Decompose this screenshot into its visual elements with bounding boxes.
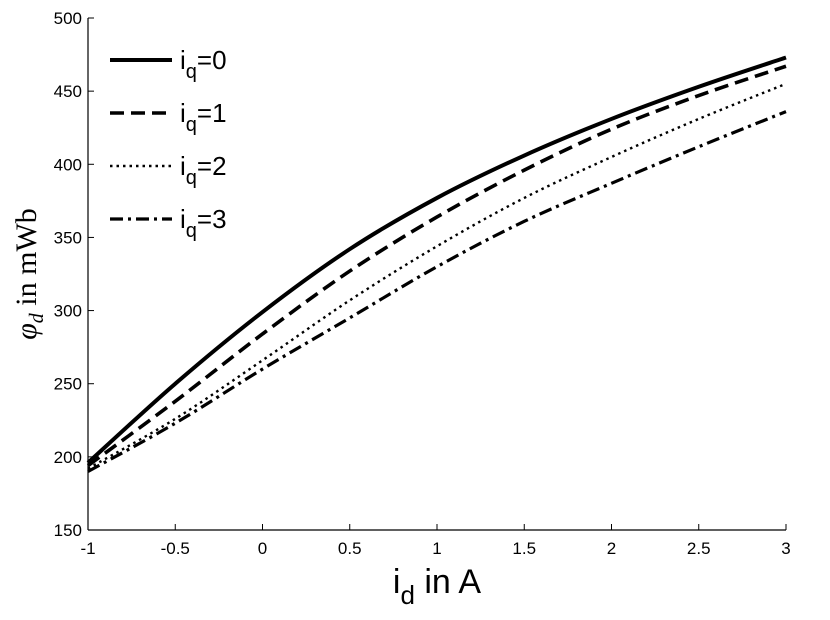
legend-label-sub: q	[186, 114, 197, 136]
axis-labels: id in Aφd in mWb	[10, 208, 481, 610]
series-line-iq2	[87, 82, 787, 470]
x-tick-label: -0.5	[161, 539, 190, 558]
y-tick-label: 150	[54, 521, 82, 540]
legend-label-main: i	[180, 98, 186, 128]
x-tick-label: 2	[607, 539, 616, 558]
legend-label-rest: =1	[197, 98, 227, 128]
y-axis-label-rest: in mWb	[10, 208, 43, 313]
x-tick-label: 1	[432, 539, 441, 558]
y-axis-label: φd in mWb	[10, 208, 48, 340]
y-tick-label: 200	[54, 448, 82, 467]
y-tick-label: 500	[54, 9, 82, 28]
legend-label-rest: =2	[197, 151, 227, 181]
x-tick-label: 2.5	[687, 539, 711, 558]
legend-label-sub: q	[186, 167, 197, 189]
y-tick-label: 350	[54, 228, 82, 247]
x-tick-label: 1.5	[512, 539, 536, 558]
x-axis-label-sub: d	[400, 580, 414, 610]
y-tick-label: 300	[54, 302, 82, 321]
x-tick-label: 0.5	[338, 539, 362, 558]
x-axis-label-rest: in A	[415, 563, 481, 601]
x-tick-label: -1	[80, 539, 95, 558]
legend-label-rest: =0	[197, 45, 227, 75]
legend: iq=0iq=1iq=2iq=3	[110, 45, 227, 242]
legend-label-iq1: iq=1	[180, 98, 227, 136]
legend-label-main: i	[180, 204, 186, 234]
legend-label-sub: q	[186, 61, 197, 83]
y-tick-label: 250	[54, 375, 82, 394]
x-tick-label: 0	[258, 539, 267, 558]
legend-label-sub: q	[186, 220, 197, 242]
y-axis-label-sub: d	[26, 312, 48, 323]
axes-layer: -1 -0.5 0 0.5 1 1.5 2 2.5 3 150 200 250 300 350 400 450…	[54, 9, 791, 558]
legend-label-rest: =3	[197, 204, 227, 234]
x-tick-label: 3	[781, 539, 790, 558]
y-axis-label-main: φ	[10, 323, 43, 340]
legend-label-iq2: iq=2	[180, 151, 227, 189]
series-layer	[86, 55, 787, 473]
legend-label-iq0: iq=0	[180, 45, 227, 83]
legend-label-main: i	[180, 45, 186, 75]
x-axis-label: id in A	[393, 563, 482, 610]
series-line-iq0	[86, 55, 787, 465]
legend-label-main: i	[180, 151, 186, 181]
y-tick-label: 450	[54, 82, 82, 101]
series-line-iq3	[87, 110, 787, 473]
x-axis-label-main: i	[393, 563, 401, 601]
y-tick-label: 400	[54, 155, 82, 174]
legend-label-iq3: iq=3	[180, 204, 227, 242]
series-line-iq1	[86, 64, 787, 468]
